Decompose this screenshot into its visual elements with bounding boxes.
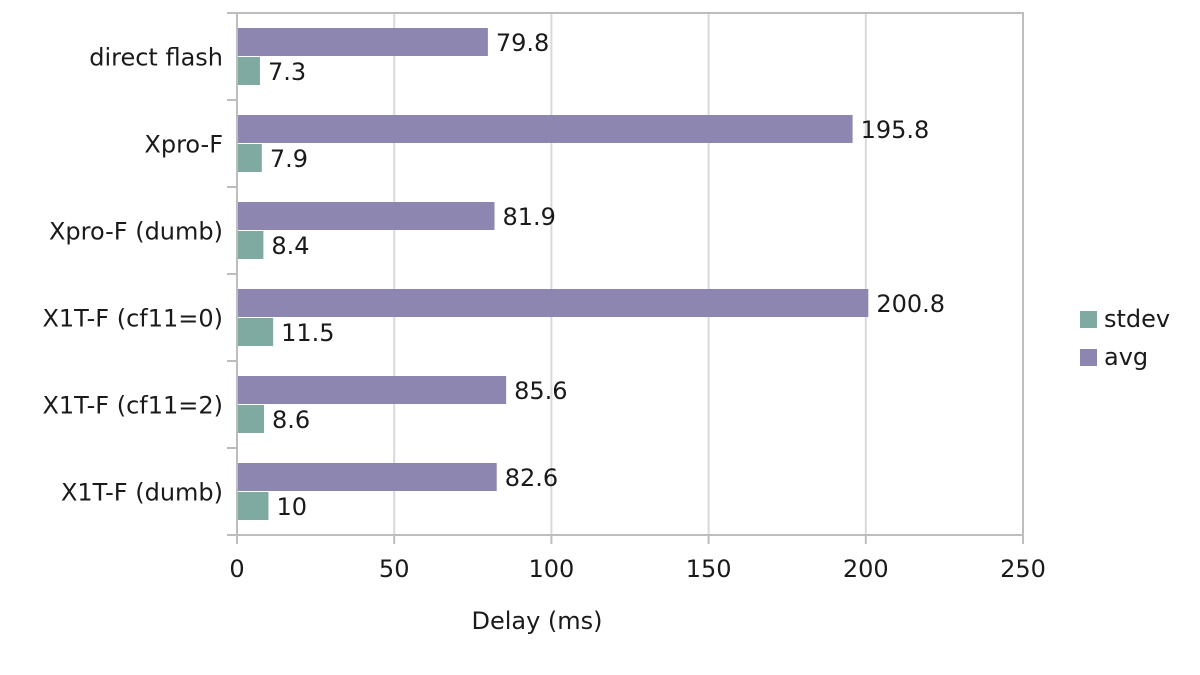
bar-avg: [237, 289, 869, 317]
grid-lines: [393, 13, 867, 535]
data-label-stdev: 7.3: [268, 58, 306, 86]
bar-avg: [237, 376, 507, 404]
data-label-avg: 81.9: [502, 203, 555, 231]
legend-swatch-avg: [1080, 349, 1097, 366]
bar-stdev: [237, 144, 262, 172]
x-tick-label: 100: [528, 555, 574, 583]
category-labels: direct flash Xpro-F Xpro-F (dumb) X1T-F (cf…: [42, 44, 223, 507]
bar-avg: [237, 28, 488, 56]
data-label-stdev: 8.4: [271, 232, 309, 260]
data-label-stdev: 11.5: [281, 319, 334, 347]
data-label-avg: 85.6: [514, 377, 567, 405]
data-label-avg: 200.8: [876, 290, 945, 318]
category-label: X1T-F (dumb): [61, 479, 223, 507]
bar-avg: [237, 115, 853, 143]
plot-frame: [227, 12, 1024, 544]
plot-border: [236, 12, 1024, 536]
category-label: Xpro-F (dumb): [49, 218, 223, 246]
bar-avg: [237, 463, 497, 491]
legend-label-stdev: stdev: [1104, 305, 1170, 333]
data-label-stdev: 10: [276, 493, 307, 521]
legend-label-avg: avg: [1104, 343, 1148, 371]
data-label-avg: 79.8: [496, 29, 549, 57]
x-tick-label: 200: [843, 555, 889, 583]
bar-stdev: [237, 231, 264, 259]
bar-stdev: [237, 492, 269, 520]
data-label-avg: 195.8: [861, 116, 930, 144]
category-label: Xpro-F: [144, 131, 223, 159]
data-label-avg: 82.6: [505, 464, 558, 492]
x-tick-label: 250: [1000, 555, 1046, 583]
legend-swatch-stdev: [1080, 311, 1097, 328]
x-tick-label: 50: [379, 555, 410, 583]
bar-stdev: [237, 57, 260, 85]
x-tick-label: 0: [229, 555, 244, 583]
bar-stdev: [237, 405, 265, 433]
bars: [237, 28, 869, 520]
category-label: X1T-F (cf11=2): [42, 392, 223, 420]
x-tick-labels: 0 50 100 150 200 250: [229, 555, 1046, 583]
category-label: X1T-F (cf11=0): [42, 305, 223, 333]
category-label: direct flash: [89, 44, 223, 72]
bar-stdev: [237, 318, 274, 346]
legend: stdev avg: [1080, 305, 1170, 371]
data-label-stdev: 8.6: [272, 406, 310, 434]
data-label-stdev: 7.9: [270, 145, 308, 173]
bar-avg: [237, 202, 495, 230]
data-labels: 79.8 7.3 195.8 7.9 81.9 8.4 200.8 11.5 85.6 8.6 82…: [268, 29, 945, 521]
x-tick-label: 150: [686, 555, 732, 583]
x-axis-title: Delay (ms): [471, 607, 602, 635]
